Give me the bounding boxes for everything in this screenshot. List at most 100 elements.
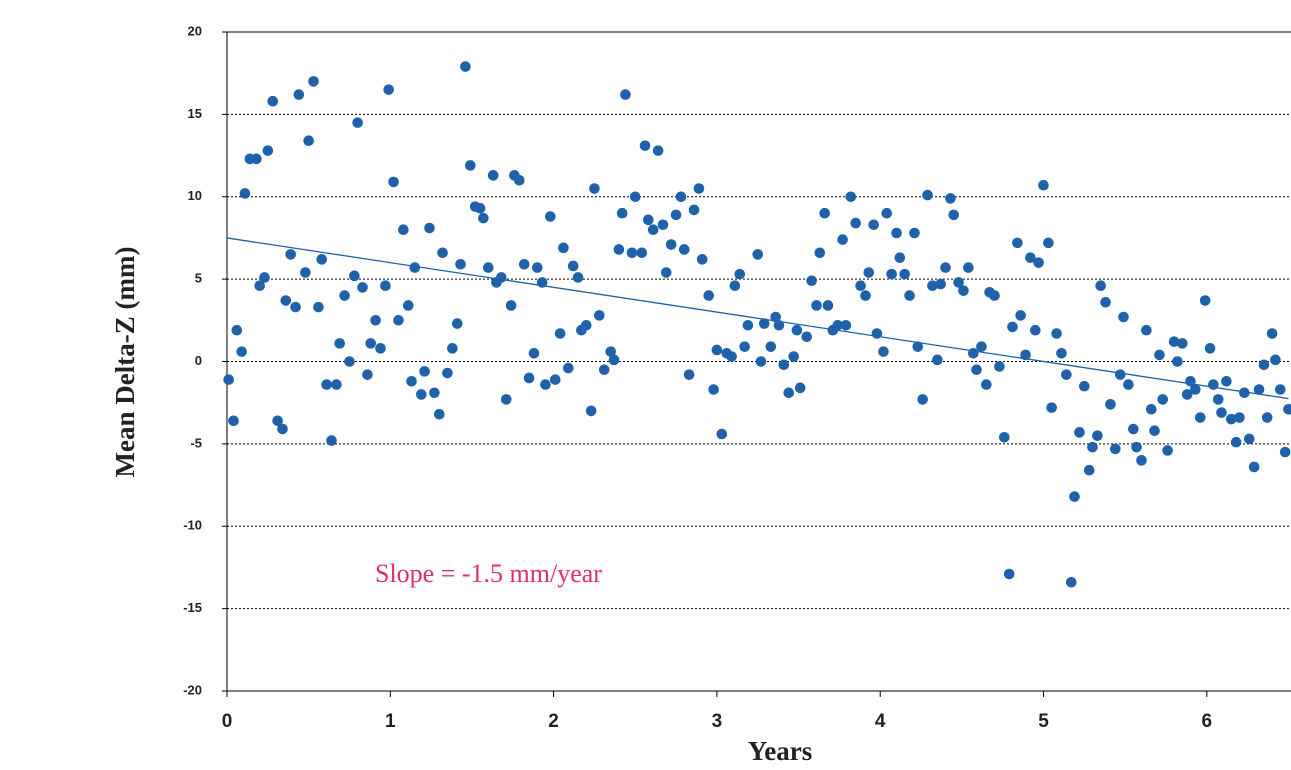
point (616, 207, 628, 219)
point (878, 346, 889, 357)
point (822, 300, 834, 311)
point (1128, 423, 1139, 435)
point (334, 338, 345, 349)
point (894, 252, 906, 264)
y-tick-label: 5 (195, 271, 202, 286)
point (344, 356, 355, 367)
point (1061, 369, 1072, 380)
point (1243, 433, 1255, 445)
point (899, 268, 910, 280)
point (613, 244, 625, 255)
point (326, 435, 337, 446)
point (909, 227, 920, 239)
point (1234, 412, 1245, 423)
point (863, 267, 875, 278)
point (1030, 324, 1041, 336)
point (460, 61, 471, 72)
point (708, 384, 719, 395)
point (549, 374, 561, 385)
point (971, 364, 982, 376)
point (1162, 445, 1173, 456)
point (729, 280, 741, 292)
point (285, 249, 296, 260)
point (1105, 399, 1116, 410)
point (1092, 430, 1103, 441)
point (313, 301, 324, 313)
point (362, 369, 373, 380)
point (675, 191, 687, 203)
point (855, 280, 866, 292)
point (837, 234, 848, 245)
point (280, 295, 292, 306)
point (416, 389, 427, 400)
point (755, 356, 767, 367)
point (290, 301, 301, 313)
point (1131, 441, 1142, 453)
point (670, 209, 682, 221)
point (1266, 328, 1278, 339)
point (1074, 427, 1085, 438)
point (643, 214, 654, 226)
y-tick-label: -10 (183, 518, 202, 533)
point (598, 364, 610, 376)
point (352, 117, 363, 128)
point (562, 362, 574, 374)
point (758, 318, 770, 329)
point (236, 346, 247, 357)
y-axis-title: Mean Delta-Z (mm) (110, 247, 140, 478)
point (1253, 384, 1265, 395)
point (254, 280, 265, 292)
point (406, 375, 417, 387)
point (703, 290, 715, 301)
point (1123, 379, 1134, 390)
point (429, 387, 440, 399)
point (1056, 347, 1067, 359)
y-tick-label: -5 (190, 435, 202, 450)
point (1216, 407, 1227, 418)
point (1145, 403, 1157, 415)
point (223, 374, 234, 385)
point (639, 140, 651, 151)
point (940, 262, 951, 273)
point (1221, 375, 1232, 387)
point (554, 328, 566, 339)
point (1149, 425, 1160, 436)
point (932, 354, 943, 366)
point (1051, 328, 1062, 339)
point (811, 300, 822, 311)
point (696, 254, 708, 265)
point (580, 319, 592, 331)
point (1172, 356, 1183, 367)
y-tick-label: 10 (188, 188, 202, 203)
point (765, 341, 777, 352)
point (778, 359, 790, 371)
point (402, 300, 414, 311)
y-tick-label: 20 (188, 23, 202, 38)
y-tick-label: -20 (183, 682, 202, 697)
point (948, 209, 959, 221)
point (487, 170, 499, 181)
point (1279, 446, 1291, 458)
point (917, 394, 928, 405)
point (1087, 441, 1098, 453)
point (629, 191, 641, 203)
x-tick-label: 2 (548, 711, 559, 732)
point (589, 183, 600, 194)
point (1079, 380, 1090, 392)
point (1168, 336, 1180, 348)
point (398, 224, 409, 235)
point (388, 176, 399, 188)
point (770, 311, 781, 323)
point (558, 242, 569, 254)
point (1212, 394, 1224, 405)
point (424, 222, 435, 234)
point (819, 207, 830, 219)
point (989, 290, 1000, 301)
plot-area (223, 61, 1291, 588)
point (1258, 359, 1270, 371)
point (505, 300, 517, 311)
point (994, 361, 1005, 372)
point (806, 275, 817, 287)
point (1007, 321, 1018, 333)
point (300, 267, 311, 278)
